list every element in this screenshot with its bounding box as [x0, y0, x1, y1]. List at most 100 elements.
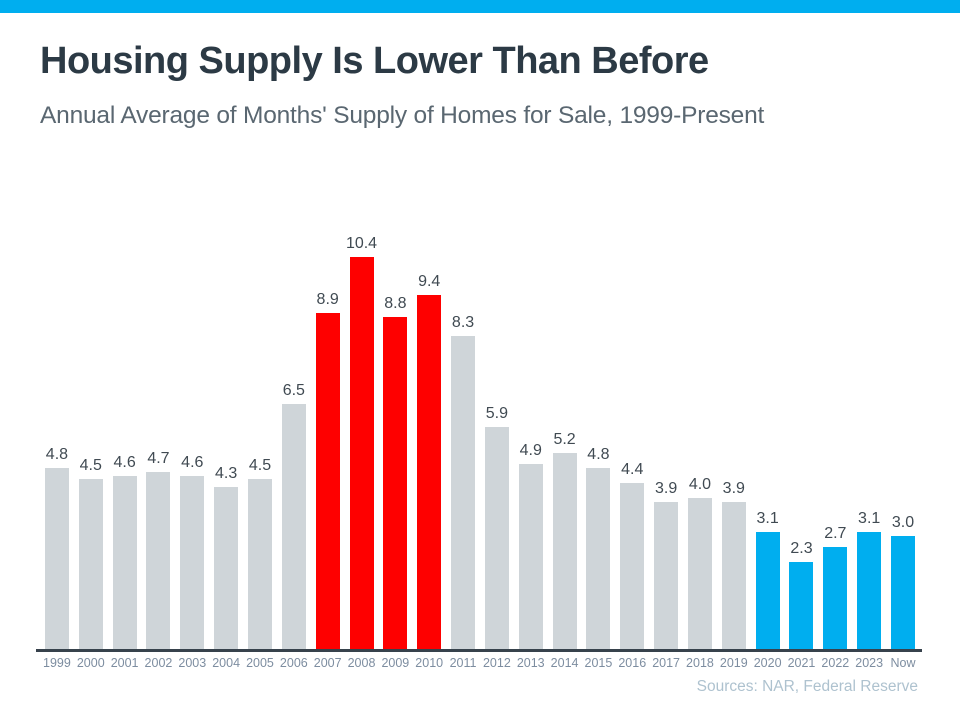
bar-value-label: 10.4 [345, 234, 378, 252]
bar-now [891, 535, 916, 649]
bar-value-label: 3.9 [654, 479, 678, 497]
bar-value-label: 9.4 [418, 272, 441, 290]
bar-2002 [146, 471, 171, 649]
bar-2009 [383, 317, 408, 649]
bar-2020 [755, 532, 780, 649]
bar-column: 4.8 2015 [582, 219, 616, 670]
x-tick-label: 2015 [584, 656, 613, 670]
x-tick-label: 2018 [686, 656, 714, 670]
x-tick-label: 2020 [753, 656, 782, 670]
bar-2012 [484, 426, 509, 649]
bar-value-label: 8.3 [451, 314, 475, 332]
bar-2023 [857, 532, 882, 649]
bar-value-label: 2.7 [824, 525, 847, 543]
x-tick-label: 2000 [76, 656, 105, 670]
bar-column: 3.9 2019 [717, 219, 751, 670]
bar-value-label: 3.1 [858, 510, 881, 528]
bar-column: 5.9 2012 [480, 219, 514, 670]
x-tick-label: 2014 [550, 656, 579, 670]
bar-column: 10.4 2008 [345, 219, 379, 670]
bar-2011 [451, 336, 476, 649]
bar-1999 [44, 468, 69, 649]
x-tick-label: 2022 [821, 656, 850, 670]
bar-column: 4.5 2005 [243, 219, 277, 670]
bar-column: 3.0 Now [886, 219, 920, 670]
bar-column: 4.5 2000 [74, 219, 108, 670]
x-tick-label: 2021 [787, 656, 816, 670]
x-tick-label: 2001 [110, 656, 139, 670]
x-tick-label: 2003 [178, 656, 207, 670]
bar-value-label: 4.8 [587, 446, 610, 464]
bar-value-label: 4.5 [248, 457, 272, 475]
bar-column: 4.7 2002 [142, 219, 176, 670]
page-subtitle: Annual Average of Months' Supply of Home… [40, 102, 765, 129]
bar-column: 4.3 2004 [209, 219, 243, 670]
bar-value-label: 3.1 [756, 510, 779, 528]
bar-2021 [789, 562, 814, 649]
bar-column: 8.3 2011 [446, 219, 480, 670]
x-tick-label: Now [890, 656, 916, 670]
bar-2017 [654, 501, 679, 649]
x-tick-label: 2017 [652, 656, 681, 670]
bar-2016 [620, 483, 645, 649]
x-tick-label: 2002 [144, 656, 173, 670]
bar-value-label: 4.3 [215, 464, 238, 482]
bar-value-label: 5.2 [553, 430, 576, 448]
bar-column: 8.8 2009 [378, 219, 412, 670]
bar-2008 [349, 256, 374, 649]
x-tick-label: 2016 [618, 656, 647, 670]
bar-2010 [417, 294, 442, 649]
bar-value-label: 4.8 [45, 446, 69, 464]
bar-2000 [78, 479, 103, 649]
x-tick-label: 2005 [246, 656, 274, 670]
bar-column: 5.2 2014 [548, 219, 582, 670]
bar-value-label: 4.5 [79, 457, 102, 475]
bar-column: 4.8 1999 [40, 219, 74, 670]
x-tick-label: 2023 [855, 656, 884, 670]
x-tick-label: 2011 [449, 656, 477, 670]
bar-column: 8.9 2007 [311, 219, 345, 670]
months-supply-bar-chart: 4.8 1999 4.5 2000 4.6 2001 4.7 2002 4.6 2003 4.3 20… [40, 219, 920, 670]
x-tick-label: 1999 [43, 656, 71, 670]
bar-2014 [552, 452, 577, 649]
bar-column: 4.6 2001 [108, 219, 142, 670]
bar-2003 [180, 475, 205, 649]
x-tick-label: 2006 [279, 656, 308, 670]
bar-value-label: 8.8 [384, 295, 407, 313]
bar-2019 [721, 501, 746, 649]
bar-value-label: 6.5 [282, 381, 305, 399]
page-title: Housing Supply Is Lower Than Before [40, 40, 709, 82]
bar-column: 4.0 2018 [683, 219, 717, 670]
bar-2006 [281, 403, 306, 649]
bar-value-label: 4.4 [621, 461, 644, 479]
bar-column: 3.1 2020 [751, 219, 785, 670]
bar-value-label: 8.9 [316, 291, 339, 309]
bar-value-label: 4.6 [181, 453, 204, 471]
bar-column: 3.9 2017 [649, 219, 683, 670]
bar-value-label: 5.9 [485, 404, 509, 422]
bar-column: 2.3 2021 [785, 219, 819, 670]
bar-2005 [247, 479, 272, 649]
x-axis-line [36, 649, 922, 652]
accent-top-band [0, 0, 960, 13]
x-tick-label: 2019 [719, 656, 748, 670]
bar-column: 3.1 2023 [852, 219, 886, 670]
bar-2015 [586, 468, 611, 649]
bar-value-label: 4.7 [147, 449, 170, 467]
bar-column: 2.7 2022 [818, 219, 852, 670]
x-tick-label: 2008 [347, 656, 376, 670]
bar-2001 [112, 475, 137, 649]
bar-2022 [823, 547, 848, 649]
x-tick-label: 2010 [415, 656, 444, 670]
x-tick-label: 2013 [516, 656, 545, 670]
bar-2007 [315, 313, 340, 649]
bar-2013 [518, 464, 543, 649]
bar-value-label: 4.0 [688, 476, 712, 494]
bar-column: 6.5 2006 [277, 219, 311, 670]
bar-column: 4.4 2016 [615, 219, 649, 670]
bar-value-label: 4.9 [519, 442, 542, 460]
bar-value-label: 4.6 [113, 453, 136, 471]
bar-value-label: 3.0 [891, 513, 915, 531]
bar-column: 4.6 2003 [175, 219, 209, 670]
x-tick-label: 2012 [482, 656, 511, 670]
